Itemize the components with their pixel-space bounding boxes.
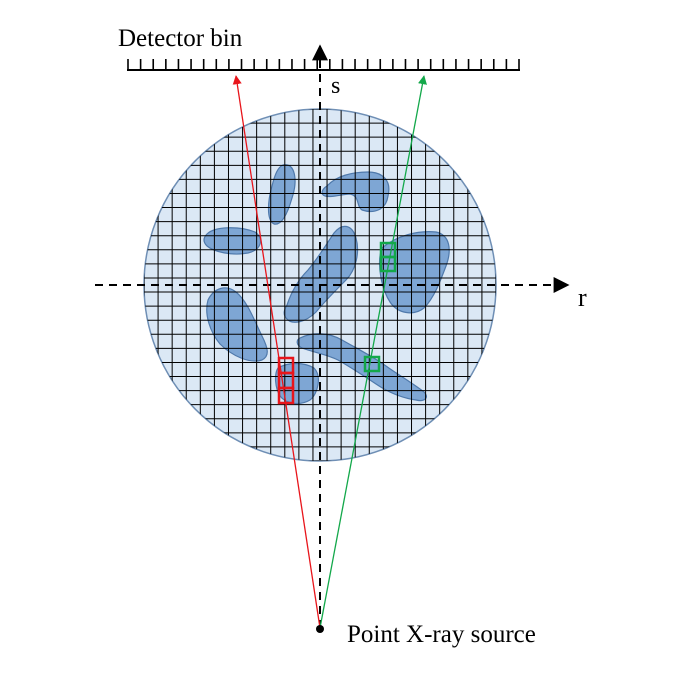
detector-array bbox=[127, 59, 520, 71]
xray-source-point bbox=[316, 625, 324, 633]
blob-lower-mid bbox=[274, 362, 319, 405]
red-ray-pixels bbox=[277, 356, 295, 405]
green-pixel-2 bbox=[379, 255, 397, 273]
red-pixel-3 bbox=[277, 386, 295, 405]
blob-lower-right bbox=[296, 333, 428, 402]
red-ray bbox=[232, 75, 321, 629]
s-axis-label: s bbox=[331, 73, 340, 99]
detector-label: Detector bin bbox=[118, 25, 243, 52]
source-label: Point X-ray source bbox=[347, 621, 536, 648]
green-ray bbox=[319, 75, 427, 629]
blob-left-mid bbox=[203, 227, 262, 255]
green-ray-pixels bbox=[363, 241, 397, 373]
r-axis-label: r bbox=[578, 283, 587, 312]
green-pixel-3 bbox=[363, 355, 381, 373]
